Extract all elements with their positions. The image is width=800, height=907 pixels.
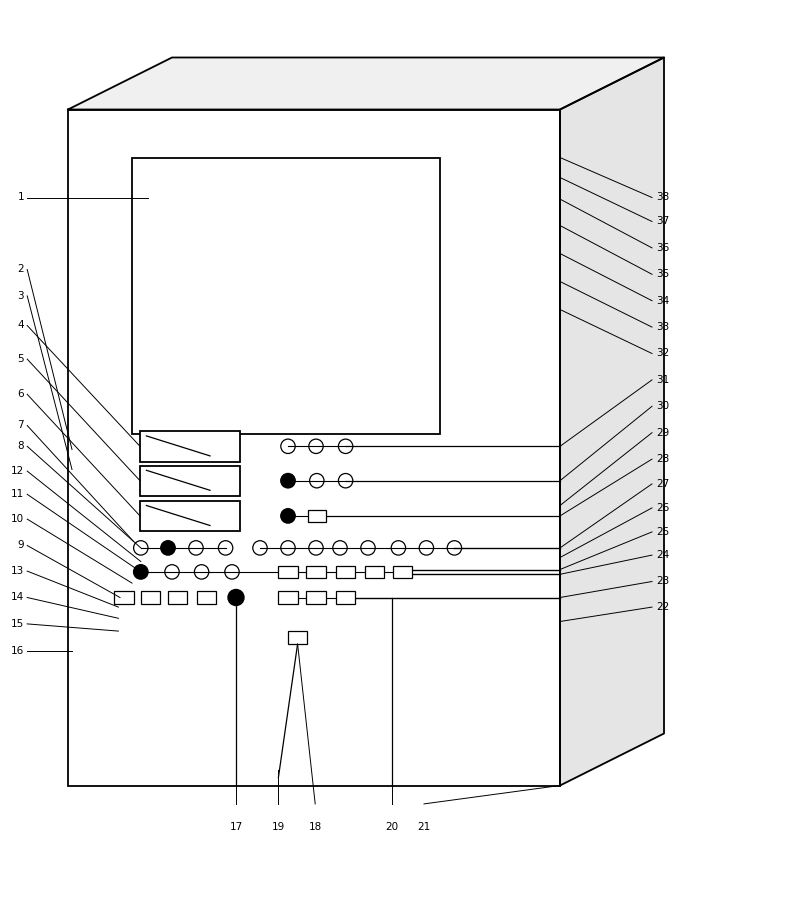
Text: 10: 10: [11, 514, 24, 524]
Bar: [132, 158, 440, 434]
Text: 6: 6: [18, 389, 24, 399]
Text: 37: 37: [656, 217, 670, 227]
Bar: [278, 565, 298, 579]
Bar: [336, 565, 355, 579]
Polygon shape: [560, 57, 664, 785]
Text: 9: 9: [18, 541, 24, 551]
Text: 32: 32: [656, 348, 670, 358]
Circle shape: [281, 509, 295, 523]
Circle shape: [228, 590, 244, 606]
Text: 30: 30: [656, 401, 669, 411]
Circle shape: [161, 541, 175, 555]
Text: 36: 36: [656, 243, 670, 253]
Text: 35: 35: [656, 269, 670, 279]
Bar: [141, 591, 160, 604]
Bar: [168, 591, 187, 604]
Bar: [140, 431, 240, 462]
Bar: [140, 501, 240, 532]
Circle shape: [281, 473, 295, 488]
Circle shape: [134, 565, 148, 579]
Text: 20: 20: [386, 822, 398, 832]
Bar: [336, 591, 355, 604]
Text: 2: 2: [18, 265, 24, 275]
Text: 28: 28: [656, 454, 670, 464]
Text: 17: 17: [230, 822, 242, 832]
Bar: [288, 631, 307, 644]
Bar: [306, 565, 326, 579]
Text: 15: 15: [10, 619, 24, 629]
Text: 13: 13: [10, 566, 24, 576]
Bar: [365, 565, 384, 579]
Text: 1: 1: [18, 192, 24, 202]
Bar: [308, 510, 326, 522]
Text: 5: 5: [18, 354, 24, 364]
Bar: [197, 591, 216, 604]
Text: 38: 38: [656, 192, 670, 202]
Text: 31: 31: [656, 375, 670, 385]
Text: 8: 8: [18, 442, 24, 452]
Bar: [306, 591, 326, 604]
Text: 18: 18: [309, 822, 322, 832]
Text: 26: 26: [656, 502, 670, 512]
Text: 12: 12: [10, 466, 24, 476]
Text: 14: 14: [10, 592, 24, 602]
Text: 7: 7: [18, 421, 24, 431]
Text: 4: 4: [18, 320, 24, 330]
Text: 16: 16: [10, 646, 24, 656]
Text: 27: 27: [656, 479, 670, 489]
Text: 22: 22: [656, 602, 670, 612]
Text: 19: 19: [272, 822, 285, 832]
Text: 11: 11: [10, 489, 24, 499]
Polygon shape: [68, 57, 664, 110]
Text: 24: 24: [656, 551, 670, 561]
Text: 21: 21: [418, 822, 430, 832]
Bar: [68, 110, 560, 785]
Text: 33: 33: [656, 322, 670, 332]
Text: 34: 34: [656, 296, 670, 306]
Bar: [114, 591, 134, 604]
Text: 3: 3: [18, 291, 24, 301]
Text: 29: 29: [656, 428, 670, 438]
Text: 25: 25: [656, 527, 670, 537]
Bar: [393, 565, 412, 579]
Bar: [140, 465, 240, 496]
Bar: [278, 591, 298, 604]
Text: 23: 23: [656, 577, 670, 587]
